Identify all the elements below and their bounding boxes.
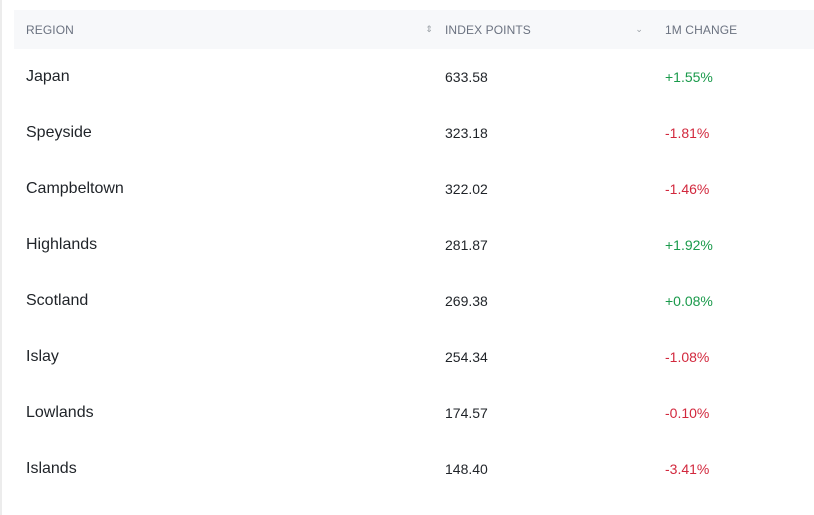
index-points-cell: 633.58 bbox=[445, 69, 488, 85]
column-label-change: 1M CHANGE bbox=[665, 22, 738, 37]
index-points-cell: 281.87 bbox=[445, 237, 488, 253]
table-row[interactable]: Lowlands 174.57 -0.10% bbox=[14, 385, 814, 441]
change-cell: +1.55% bbox=[665, 69, 713, 85]
table-row[interactable]: Islay 254.34 -1.08% bbox=[14, 329, 814, 385]
region-cell: Islay bbox=[26, 348, 59, 365]
region-cell: Japan bbox=[26, 68, 70, 85]
table-header: REGION ⇕ INDEX POINTS ⌄ 1M CHANGE bbox=[14, 10, 814, 49]
table-body: Japan 633.58 +1.55% Speyside 323.18 -1.81% Cam… bbox=[14, 49, 814, 497]
table-row[interactable]: Speyside 323.18 -1.81% bbox=[14, 105, 814, 161]
region-cell: Scotland bbox=[26, 292, 89, 309]
table-row[interactable]: Campbeltown 322.02 -1.46% bbox=[14, 161, 814, 217]
index-points-cell: 269.38 bbox=[445, 293, 488, 309]
index-points-cell: 174.57 bbox=[445, 405, 488, 421]
table-row[interactable]: Islands 148.40 -3.41% bbox=[14, 441, 814, 497]
change-cell: -3.41% bbox=[665, 461, 710, 477]
change-cell: -1.08% bbox=[665, 349, 710, 365]
table-row[interactable]: Scotland 269.38 +0.08% bbox=[14, 273, 814, 329]
region-cell: Lowlands bbox=[26, 404, 94, 421]
table-row[interactable]: Highlands 281.87 +1.92% bbox=[14, 217, 814, 273]
change-cell: -0.10% bbox=[665, 405, 710, 421]
sort-both-icon[interactable]: ⇕ bbox=[425, 24, 433, 34]
column-header-index-points[interactable]: INDEX POINTS ⌄ bbox=[445, 23, 655, 37]
column-header-region[interactable]: REGION ⇕ bbox=[14, 23, 445, 37]
change-cell: +1.92% bbox=[665, 237, 713, 253]
chevron-down-icon[interactable]: ⌄ bbox=[635, 24, 643, 34]
table-row[interactable]: Japan 633.58 +1.55% bbox=[14, 49, 814, 105]
region-cell: Speyside bbox=[26, 124, 92, 141]
region-cell: Campbeltown bbox=[26, 180, 124, 197]
column-label-region: REGION bbox=[26, 22, 74, 37]
left-border bbox=[0, 0, 2, 515]
region-cell: Islands bbox=[26, 460, 77, 477]
index-points-cell: 323.18 bbox=[445, 125, 488, 141]
column-label-index-points: INDEX POINTS bbox=[445, 22, 531, 37]
index-points-cell: 148.40 bbox=[445, 461, 488, 477]
change-cell: +0.08% bbox=[665, 293, 713, 309]
column-header-change[interactable]: 1M CHANGE bbox=[655, 23, 814, 37]
index-points-cell: 322.02 bbox=[445, 181, 488, 197]
region-cell: Highlands bbox=[26, 236, 98, 253]
change-cell: -1.46% bbox=[665, 181, 710, 197]
change-cell: -1.81% bbox=[665, 125, 710, 141]
region-index-table: REGION ⇕ INDEX POINTS ⌄ 1M CHANGE Japan 6… bbox=[14, 10, 814, 497]
index-points-cell: 254.34 bbox=[445, 349, 488, 365]
